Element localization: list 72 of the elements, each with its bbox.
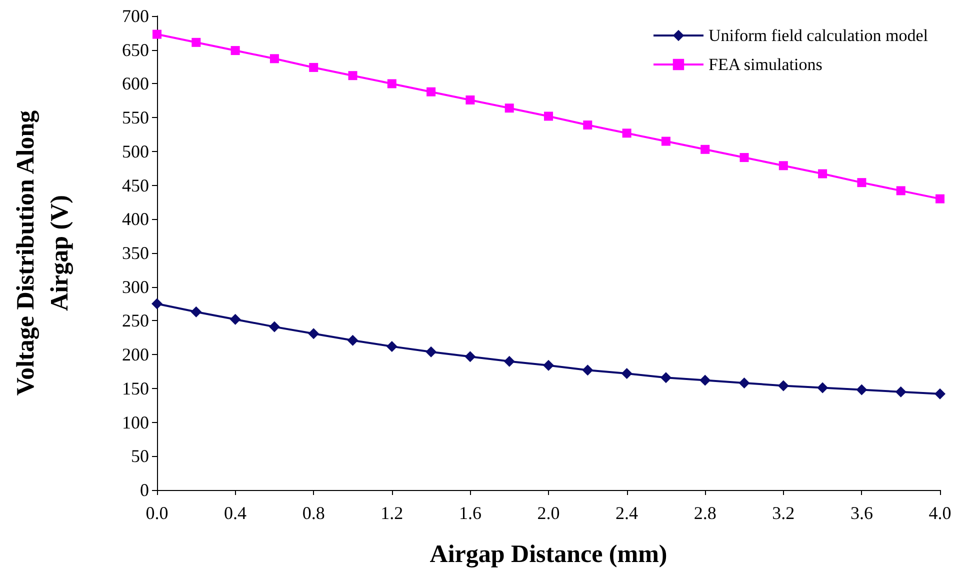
y-tick-label: 250 (122, 310, 149, 331)
point (270, 54, 279, 64)
y-tick-label: 350 (122, 243, 149, 263)
point (152, 30, 162, 39)
point (308, 328, 320, 340)
point (230, 314, 241, 325)
point (152, 298, 162, 310)
x-tick-label: 3.6 (850, 503, 873, 523)
point (661, 136, 670, 146)
point (660, 372, 672, 384)
point (387, 79, 396, 88)
x-tick-label: 0.8 (302, 503, 325, 523)
point (230, 46, 240, 56)
point (778, 380, 789, 392)
y-tick-label: 300 (122, 276, 149, 297)
point (896, 186, 906, 196)
point (740, 153, 749, 162)
x-tick-label: 4.0 (928, 503, 952, 523)
legend-label: FEA simulations (708, 55, 822, 74)
point (856, 384, 868, 396)
x-axis-title: Airgap Distance (mm) (430, 541, 668, 568)
x-tick-label: 1.6 (458, 503, 482, 523)
point (348, 71, 358, 80)
point (466, 95, 475, 104)
y-tick-label: 100 (122, 412, 149, 432)
point (426, 87, 436, 96)
point (268, 321, 280, 332)
point (504, 356, 515, 367)
point (192, 38, 201, 47)
point (817, 382, 828, 394)
x-tick-label: 1.2 (380, 503, 404, 523)
point (386, 340, 398, 352)
point (309, 62, 318, 72)
y-tick-label: 600 (122, 74, 149, 94)
point (464, 351, 476, 362)
y-tick-label: 200 (122, 344, 149, 365)
point (818, 169, 828, 178)
point (934, 388, 946, 400)
point (857, 178, 866, 188)
y-tick-label: 0 (140, 480, 149, 500)
point (895, 386, 906, 398)
x-tick-label: 2.0 (537, 503, 560, 523)
y-tick-label: 150 (122, 378, 149, 398)
legend-label: Uniform field calculation model (708, 26, 928, 45)
y-tick-label: 50 (131, 446, 149, 466)
x-tick-label: 2.8 (694, 503, 716, 523)
point (582, 364, 594, 376)
point (347, 334, 358, 346)
point (936, 194, 944, 204)
y-tick-label: 500 (122, 141, 149, 162)
point (426, 346, 437, 358)
point (543, 360, 554, 371)
point (621, 368, 632, 380)
x-tick-label: 3.2 (772, 503, 795, 523)
y-tick-label: 400 (122, 209, 149, 230)
point (738, 378, 750, 389)
y-axis-title: Voltage Distribution Along Airgap (V) (12, 110, 74, 396)
point (700, 374, 711, 386)
point (700, 144, 710, 154)
point (190, 306, 202, 318)
point (778, 161, 788, 170)
point (583, 120, 592, 130)
y-tick-label: 450 (122, 175, 149, 196)
x-tick-label: 2.4 (616, 503, 638, 523)
point (622, 128, 632, 138)
y-tick-label: 700 (122, 6, 149, 26)
y-tick-label: 650 (122, 40, 149, 60)
y-tick-label: 550 (122, 108, 149, 128)
point (544, 112, 553, 121)
point (504, 104, 514, 113)
x-tick-label: 0.0 (146, 503, 168, 523)
x-tick-label: 0.4 (224, 503, 247, 523)
